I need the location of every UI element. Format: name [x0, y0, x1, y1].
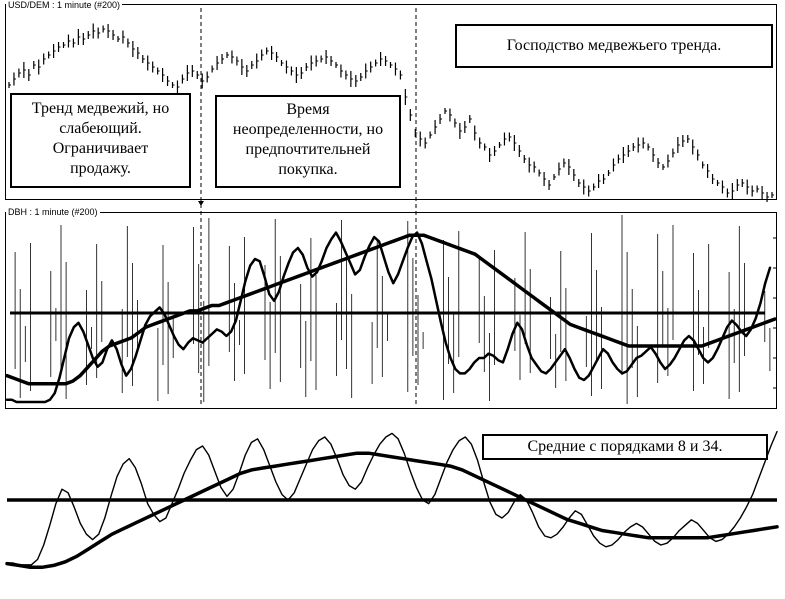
- price-panel-title: USD/DEM : 1 minute (#200): [6, 0, 123, 10]
- fast-oscillator-line: [5, 231, 772, 404]
- annotation-line: Тренд медвежий, но: [31, 100, 170, 117]
- average-8-line: [6, 430, 778, 566]
- annotation-line: неопределенности, но: [232, 121, 384, 138]
- annotation-moving-averages: Средние с порядками 8 и 34.: [482, 434, 768, 460]
- annotation-line: покупка.: [278, 161, 338, 178]
- price-panel: [5, 4, 777, 200]
- annotation-weak-bear-trend: Тренд медвежий, но слабеющий. Ограничива…: [10, 93, 191, 188]
- indicator-panel: [5, 212, 777, 409]
- annotation-line: Ограничивает: [52, 140, 149, 157]
- divider-marker: [198, 201, 204, 206]
- slow-oscillator-line: [5, 233, 777, 386]
- annotation-bear-dominance: Господство медвежьего тренда.: [455, 24, 773, 68]
- annotation-line: слабеющий.: [59, 120, 142, 137]
- annotation-line: Время: [286, 101, 330, 118]
- average-34-line: [5, 451, 779, 570]
- annotation-line: продажу.: [70, 160, 131, 177]
- indicator-panel-title: DBH : 1 minute (#200): [6, 207, 100, 217]
- annotation-line: предпочтительней: [245, 141, 371, 158]
- annotation-uncertainty: Время неопределенности, но предпочтитель…: [215, 95, 401, 188]
